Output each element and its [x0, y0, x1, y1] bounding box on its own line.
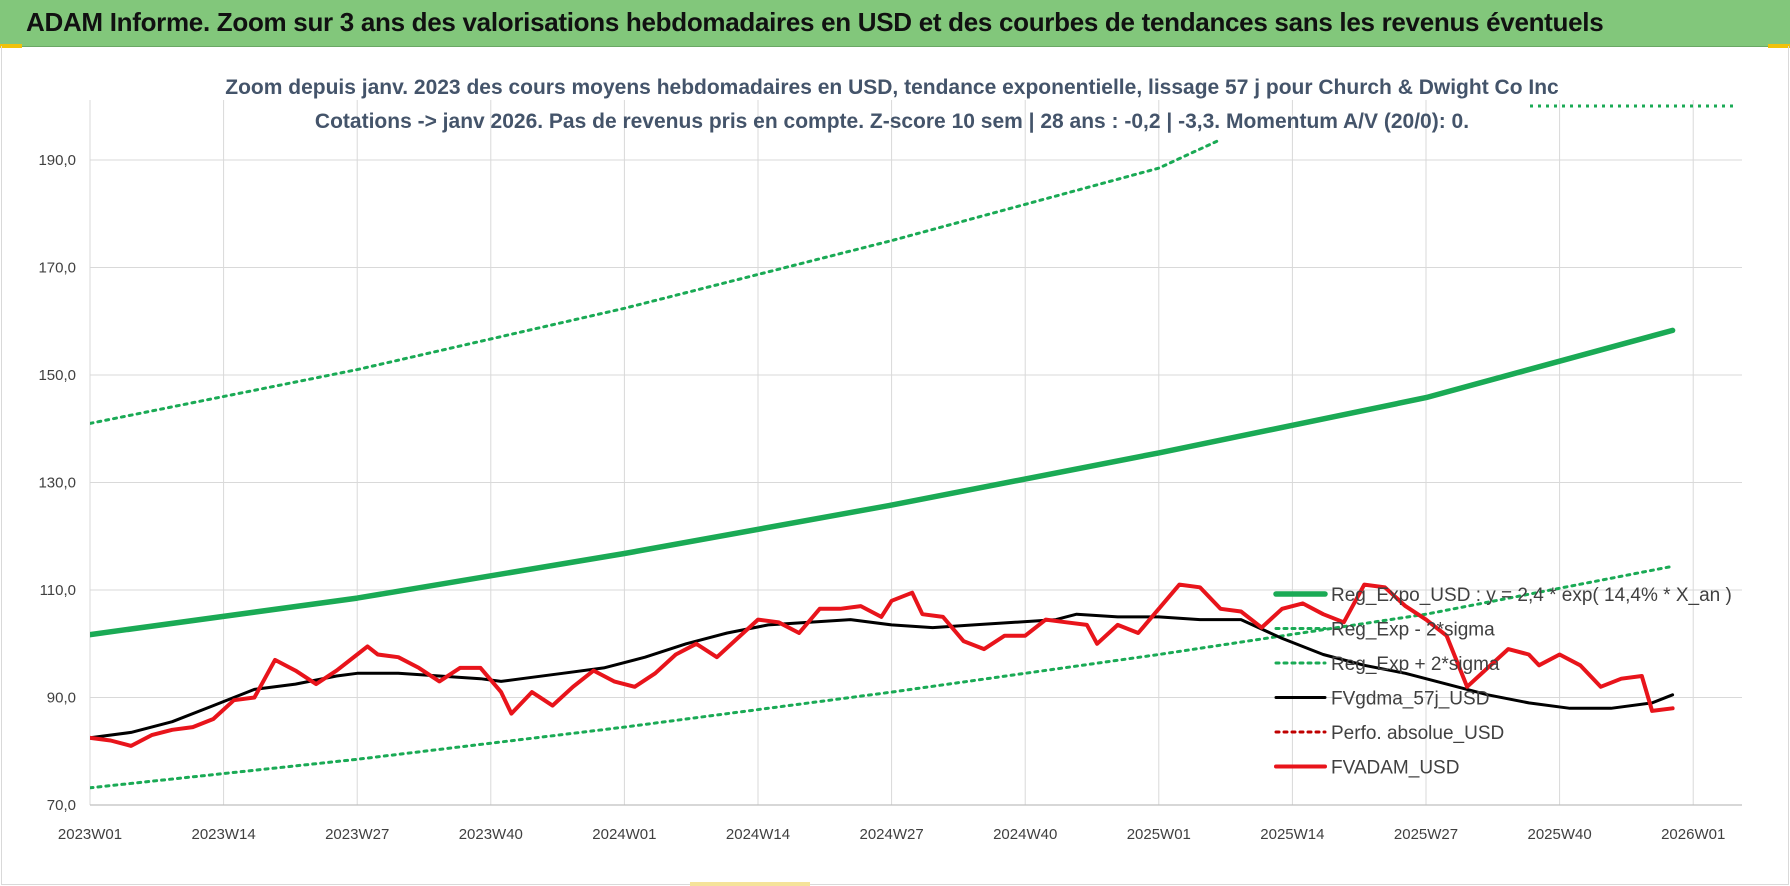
chart-frame: [1, 46, 1789, 885]
x-tick-label: 2024W40: [993, 826, 1057, 843]
series-line-2: [90, 138, 1222, 425]
x-tick-label: 2025W01: [1127, 826, 1191, 843]
y-tick-label: 190,0: [38, 152, 76, 169]
x-tick-label: 2025W40: [1527, 826, 1591, 843]
series-line-5: [90, 582, 1675, 748]
x-tick-label: 2024W27: [859, 826, 923, 843]
banner-corner-left: [0, 44, 22, 48]
series-group: [90, 138, 1676, 790]
x-axis-ticks: 2023W01 2023W14 2023W27 2023W40 2024W01 2024W…: [58, 826, 1725, 843]
series-line-0: [90, 327, 1676, 638]
chart-title-line-1: Zoom depuis janv. 2023 des cours moyens …: [225, 76, 1559, 99]
chart-title-line-2: Cotations -> janv 2026. Pas de revenus p…: [315, 110, 1469, 133]
y-tick-label: 170,0: [38, 260, 76, 277]
x-tick-label: 2024W01: [592, 826, 656, 843]
y-tick-label: 110,0: [40, 582, 76, 599]
x-tick-label: 2024W14: [726, 826, 790, 843]
x-tick-label: 2025W14: [1260, 826, 1324, 843]
bottom-marker: [690, 882, 810, 886]
x-tick-label: 2026W01: [1661, 826, 1725, 843]
legend-entry-1: Reg_Exp - 2*sigma: [1331, 620, 1495, 641]
series-line-3: [90, 612, 1675, 740]
y-tick-label: 90,0: [47, 690, 76, 707]
legend-entry-3: FVgdma_57j_USD: [1331, 689, 1489, 710]
report-title: ADAM Informe. Zoom sur 3 ans des valoris…: [26, 7, 1604, 37]
x-tick-label: 2023W14: [191, 826, 255, 843]
legend: Reg_Expo_USD : y = 2,4 * exp( 14,4% * X_…: [1273, 104, 1736, 779]
grid-lines: [89, 100, 1742, 806]
legend-entry-2: Reg_Exp + 2*sigma: [1331, 654, 1500, 675]
y-tick-label: 130,0: [38, 475, 76, 492]
y-axis-ticks: 70,0 90,0 110,0 130,0 150,0 170,0 190,0: [38, 152, 76, 814]
x-tick-label: 2023W40: [459, 826, 523, 843]
y-tick-label: 70,0: [47, 797, 76, 814]
legend-entry-4: Perfo. absolue_USD: [1331, 723, 1504, 744]
x-tick-label: 2023W01: [58, 826, 122, 843]
banner-corner-right: [1768, 44, 1790, 48]
legend-entry-0: Reg_Expo_USD : y = 2,4 * exp( 14,4% * X_…: [1331, 585, 1732, 606]
chart-title: Zoom depuis janv. 2023 des cours moyens …: [225, 76, 1559, 133]
x-tick-label: 2025W27: [1394, 826, 1458, 843]
series-line-1: [90, 564, 1675, 790]
y-tick-label: 150,0: [38, 367, 76, 384]
x-tick-label: 2023W27: [325, 826, 389, 843]
report-banner: ADAM Informe. Zoom sur 3 ans des valoris…: [0, 0, 1790, 47]
legend-entry-5: FVADAM_USD: [1331, 758, 1459, 779]
